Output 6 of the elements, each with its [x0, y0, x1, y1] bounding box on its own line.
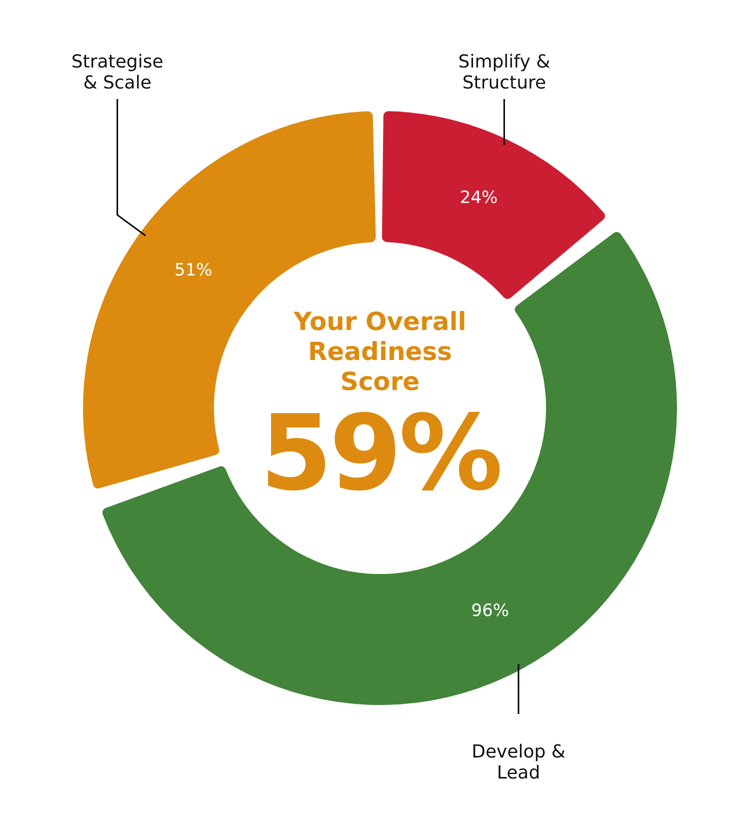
slice-label: Simplify & Structure: [458, 52, 550, 94]
data-label: 96%: [471, 601, 510, 622]
data-label: 51%: [174, 260, 212, 280]
slice-label: Develop & Lead: [472, 742, 566, 784]
slice-label: Strategise & Scale: [71, 52, 164, 94]
data-label: 24%: [460, 188, 498, 208]
